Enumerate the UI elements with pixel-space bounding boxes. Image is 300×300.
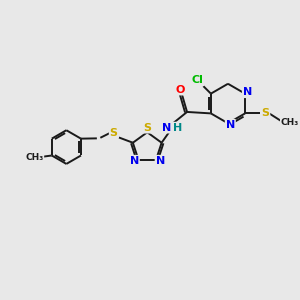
Text: CH₃: CH₃ — [25, 153, 44, 162]
Text: CH₃: CH₃ — [281, 118, 299, 127]
Text: N: N — [243, 87, 252, 97]
Text: N: N — [156, 156, 165, 166]
Text: H: H — [173, 123, 182, 133]
Text: Cl: Cl — [192, 75, 203, 85]
Text: S: S — [110, 128, 118, 138]
Text: S: S — [261, 108, 269, 118]
Text: S: S — [143, 123, 151, 133]
Text: N: N — [226, 120, 235, 130]
Text: O: O — [176, 85, 185, 94]
Text: N: N — [162, 123, 171, 133]
Text: N: N — [130, 156, 139, 166]
